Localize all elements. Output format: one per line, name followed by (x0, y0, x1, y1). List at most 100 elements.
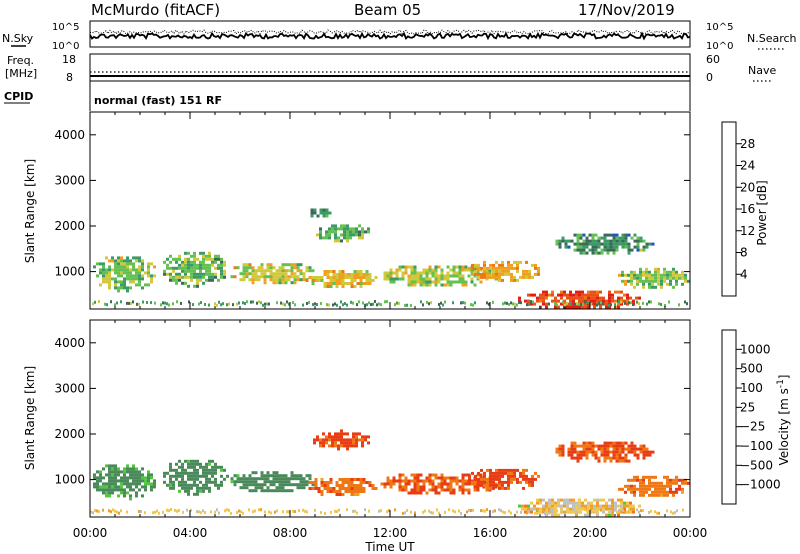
echo-cell-9 (654, 475, 657, 479)
echo-cell-5 (476, 485, 480, 489)
echo-cell-2 (245, 486, 249, 490)
echo-cell-9 (654, 490, 657, 494)
echo-cell-7 (501, 266, 504, 270)
echo-cell-7 (483, 272, 486, 276)
echo-cell-2 (290, 263, 294, 267)
echo-cell-0 (102, 485, 105, 489)
echo-cell-6 (452, 274, 456, 278)
echo-cell-4 (343, 233, 346, 237)
echo-cell-0 (120, 470, 123, 474)
echo-cell-7 (527, 507, 530, 511)
echo-cell-0 (93, 482, 96, 486)
echo-cell-9 (567, 239, 571, 243)
echo-cell-8 (618, 441, 622, 445)
scatter-cell (684, 300, 686, 304)
echo-cell-3 (341, 493, 345, 496)
echo-cell-4 (319, 438, 322, 442)
echo-cell-10 (618, 273, 621, 277)
echo-cell-0 (93, 485, 96, 489)
echo-cell-7 (602, 498, 605, 502)
echo-cell-10 (657, 273, 660, 277)
echo-cell-0 (105, 491, 108, 495)
echo-cell-6 (504, 471, 507, 475)
echo-cell-1 (220, 474, 223, 478)
echo-cell-0 (135, 268, 138, 272)
noise-panel (89, 20, 691, 48)
scatter-cell (596, 303, 598, 307)
echo-cell-6 (495, 483, 498, 487)
echo-cell-1 (202, 251, 205, 255)
echo-cell-10 (633, 273, 636, 277)
scatter-cell (258, 300, 260, 304)
echo-cell-7 (548, 498, 551, 502)
echo-cell-0 (102, 476, 105, 480)
echo-cell-6 (428, 277, 432, 281)
scatter-cell (226, 508, 228, 512)
echo-cell-0 (96, 274, 99, 278)
scatter-cell (548, 302, 550, 306)
echo-cell-1 (205, 462, 208, 466)
scatter-cell (582, 302, 584, 306)
freq-right-top: 60 (706, 53, 720, 66)
echo-cell-0 (108, 467, 111, 471)
echo-cell-1 (193, 483, 196, 487)
echo-cell-0 (135, 283, 138, 287)
echo-cell-2 (293, 263, 297, 267)
echo-cell-0 (120, 479, 123, 483)
scatter-cell (218, 300, 220, 304)
echo-cell-8 (539, 299, 542, 303)
echo-cell-7 (566, 498, 569, 502)
echo-cell-0 (120, 482, 123, 486)
echo-cell-3 (326, 270, 330, 273)
echo-cell-2 (248, 474, 252, 478)
scatter-cell (330, 510, 332, 514)
echo-cell-9 (585, 236, 589, 240)
echo-cell-3 (350, 478, 354, 481)
scatter-cell (642, 301, 644, 305)
echo-cell-9 (642, 248, 646, 252)
echo-cell-7 (510, 275, 513, 279)
echo-cell-4 (319, 236, 322, 240)
echo-cell-1 (184, 486, 187, 490)
echo-cell-0 (129, 485, 132, 489)
scatter-cell (576, 511, 578, 515)
scatter-cell (354, 509, 356, 513)
echo-cell-1 (175, 471, 178, 475)
scatter-cell (306, 301, 308, 305)
scatter-cell (368, 509, 370, 513)
echo-cell-5 (313, 211, 317, 215)
scatter-cell (386, 300, 388, 304)
echo-cell-0 (114, 271, 117, 275)
echo-cell-9 (606, 239, 610, 243)
scatter-cell (110, 300, 112, 304)
echo-cell-2 (230, 480, 234, 484)
echo-cell-8 (609, 450, 613, 454)
echo-cell-0 (114, 262, 117, 266)
echo-cell-5 (443, 476, 447, 480)
echo-cell-8 (551, 290, 554, 294)
echo-cell-7 (608, 504, 611, 508)
echo-cell-2 (293, 483, 297, 487)
echo-cell-1 (190, 477, 193, 481)
echo-cell-4 (355, 432, 358, 436)
echo-cell-7 (516, 269, 519, 273)
colorbar-tick-label: 24 (740, 159, 755, 173)
scatter-cell (452, 509, 454, 513)
echo-cell-9 (636, 475, 639, 479)
echo-cell-7 (554, 510, 557, 514)
echo-cell-5 (479, 473, 483, 477)
echo-cell-10 (669, 270, 672, 274)
colorbar-tick-label: 8 (740, 246, 748, 260)
scatter-cell (472, 508, 474, 512)
echo-cell-7 (590, 504, 593, 508)
scatter-cell (204, 302, 206, 306)
echo-cell-1 (178, 480, 181, 484)
echo-cell-1 (205, 465, 208, 469)
echo-cell-7 (560, 498, 563, 502)
echo-cell-1 (202, 272, 205, 276)
echo-cell-3 (353, 270, 357, 273)
echo-cell-6 (386, 277, 390, 281)
echo-cell-1 (223, 275, 226, 279)
scatter-cell (630, 301, 632, 305)
scatter-cell (350, 300, 352, 304)
